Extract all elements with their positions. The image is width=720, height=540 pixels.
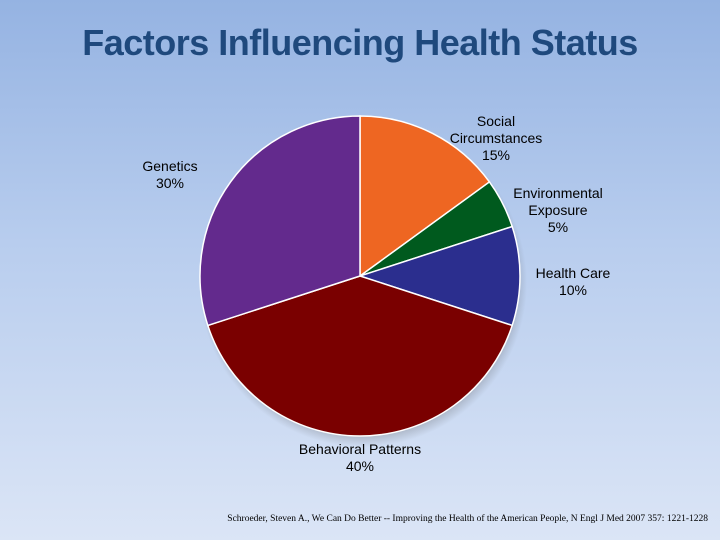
slice-label-3: Behavioral Patterns 40% bbox=[299, 441, 421, 474]
slice-value-label: 10% bbox=[559, 282, 587, 298]
slice-value-label: 15% bbox=[482, 147, 510, 163]
slice-name-label: Circumstances bbox=[450, 130, 543, 146]
pie-slice-4 bbox=[199, 115, 361, 327]
source-citation: Schroeder, Steven A., We Can Do Better -… bbox=[227, 514, 708, 524]
slice-name-label: Health Care bbox=[536, 265, 611, 281]
slide-title: Factors Influencing Health Status bbox=[82, 22, 638, 63]
slice-value-label: 5% bbox=[548, 219, 568, 235]
slice-value-label: 30% bbox=[156, 175, 184, 191]
slice-name-label: Environmental bbox=[513, 185, 603, 201]
slice-value-label: 40% bbox=[346, 458, 374, 474]
slice-name-label: Social bbox=[477, 113, 515, 129]
pie-slice-3 bbox=[206, 275, 514, 437]
slice-label-2: Health Care 10% bbox=[536, 265, 611, 298]
pie-slice-2 bbox=[357, 225, 521, 327]
pie-slice-0 bbox=[359, 115, 491, 278]
slice-label-0: Social Circumstances 15% bbox=[450, 113, 543, 163]
slice-label-1: Environmental Exposure 5% bbox=[513, 185, 603, 235]
slice-name-label: Exposure bbox=[528, 202, 587, 218]
slice-name-label: Genetics bbox=[142, 158, 197, 174]
slice-name-label: Behavioral Patterns bbox=[299, 441, 421, 457]
slice-label-4: Genetics 30% bbox=[142, 158, 197, 191]
